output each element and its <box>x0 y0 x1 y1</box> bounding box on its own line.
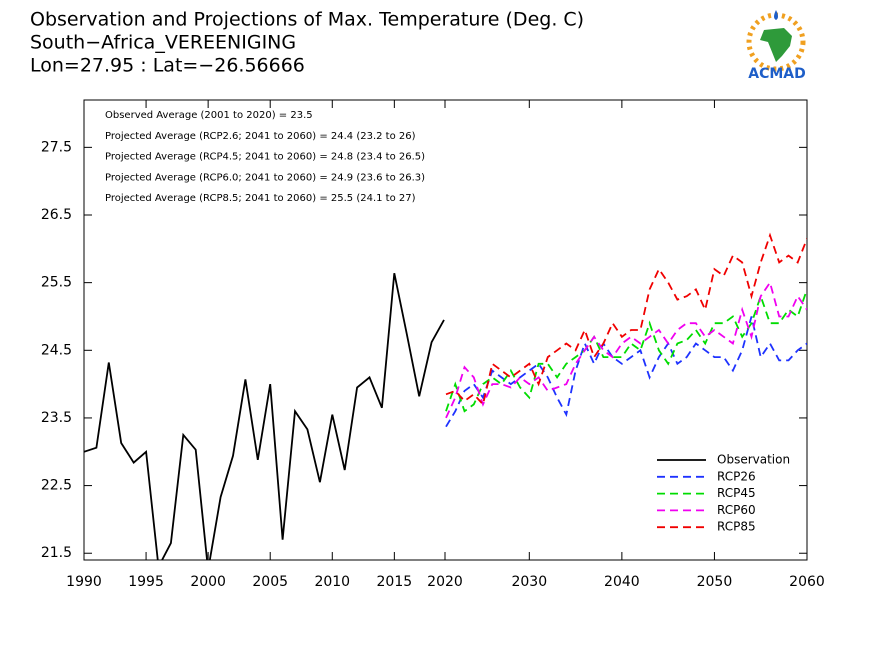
legend-label: RCP26 <box>717 469 756 483</box>
x-tick-label: 2000 <box>190 574 226 590</box>
annotation: Observed Average (2001 to 2020) = 23.5 <box>105 110 313 121</box>
series-line <box>445 289 807 413</box>
series-line <box>445 232 807 407</box>
legend-label: RCP85 <box>717 520 756 534</box>
y-tick-label: 27.5 <box>41 139 72 155</box>
plot-frame <box>83 99 808 561</box>
logo: ACMAD <box>746 10 806 82</box>
annotation: Projected Average (RCP8.5; 2041 to 2060)… <box>105 193 416 204</box>
logo-text: ACMAD <box>748 66 806 82</box>
x-tick-label: 2030 <box>511 574 547 590</box>
x-tick-label: 2040 <box>604 574 640 590</box>
legend-label: Observation <box>717 453 790 467</box>
series-line <box>445 316 807 428</box>
x-tick-label: 2005 <box>252 574 288 590</box>
y-tick-label: 23.5 <box>41 410 72 426</box>
x-tick-label: 2050 <box>697 574 733 590</box>
y-tick-label: 21.5 <box>41 545 72 561</box>
chart-title: Observation and Projections of Max. Temp… <box>30 9 584 31</box>
x-tick-label: 2060 <box>789 574 825 590</box>
series-line <box>84 273 445 560</box>
y-tick-label: 26.5 <box>41 207 72 223</box>
annotation: Projected Average (RCP4.5; 2041 to 2060)… <box>105 152 425 163</box>
x-tick-label: 2020 <box>427 574 463 590</box>
series-line <box>445 280 807 419</box>
annotation: Projected Average (RCP2.6; 2041 to 2060)… <box>105 131 416 142</box>
annotation: Projected Average (RCP6.0; 2041 to 2060)… <box>105 172 425 183</box>
y-tick-label: 22.5 <box>41 478 72 494</box>
x-tick-label: 1995 <box>128 574 164 590</box>
legend-label: RCP60 <box>717 503 756 517</box>
y-tick-label: 25.5 <box>41 275 72 291</box>
x-tick-label: 2015 <box>377 574 413 590</box>
plot-area <box>84 232 807 560</box>
chart-title: South−Africa_VEREENIGING <box>30 32 296 54</box>
y-tick-label: 24.5 <box>41 342 72 358</box>
chart-title: Lon=27.95 : Lat=−26.56666 <box>30 55 305 77</box>
x-tick-label: 2010 <box>314 574 350 590</box>
legend-label: RCP45 <box>717 486 756 500</box>
x-tick-label: 1990 <box>66 574 102 590</box>
